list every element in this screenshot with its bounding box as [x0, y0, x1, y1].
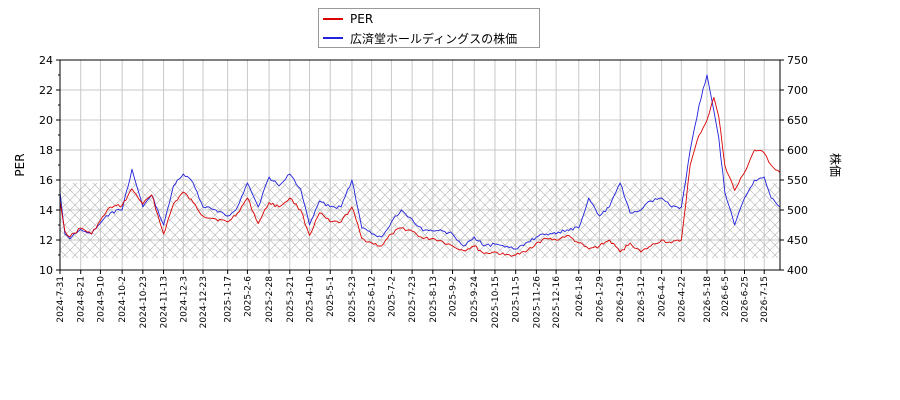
x-tick-label: 2026-2-19: [616, 276, 626, 323]
x-tick-label: 2025-5-1: [326, 276, 336, 317]
right-axis-ticks: 400 450 500 550 600 650 700 750: [780, 54, 808, 277]
series-lines: [60, 74, 780, 257]
right-tick-label: 700: [787, 84, 808, 97]
x-tick-label: 2024-12-23: [199, 276, 209, 328]
x-tick-label: 2025-3-21: [286, 276, 296, 323]
legend: PER 広済堂ホールディングスの株価: [318, 8, 540, 48]
x-tick-label: 2026-4-22: [677, 276, 687, 323]
left-tick-label: 20: [39, 114, 53, 127]
x-tick-label: 2025-11-5: [512, 276, 522, 323]
x-tick-label: 2026-1-29: [596, 276, 606, 323]
x-tick-label: 2025-1-17: [224, 276, 234, 323]
series-line-price: [60, 74, 780, 250]
x-tick-label: 2025-9-24: [470, 276, 480, 323]
x-tick-label: 2026-3-12: [637, 276, 647, 323]
right-axis-label: 株価: [828, 153, 843, 177]
x-tick-label: 2024-8-21: [77, 276, 87, 323]
x-tick-label: 2024-11-13: [160, 276, 170, 328]
x-tick-label: 2025-7-23: [408, 276, 418, 323]
left-axis-label: PER: [13, 153, 27, 176]
legend-label-per: PER: [350, 12, 374, 26]
x-tick-label: 2024-12-3: [179, 276, 189, 323]
x-tick-label: 2026-1-8: [575, 276, 585, 317]
right-tick-label: 650: [787, 114, 808, 127]
x-tick-label: 2026-4-2: [658, 276, 668, 317]
x-tick-label: 2024-10-2: [118, 276, 128, 323]
legend-swatch-per: [323, 18, 343, 20]
right-tick-label: 450: [787, 234, 808, 247]
x-tick-label: 2025-10-15: [491, 276, 501, 328]
right-tick-label: 750: [787, 54, 808, 67]
x-tick-label: 2026-6-25: [740, 276, 750, 323]
x-tick-label: 2024-10-23: [139, 276, 149, 328]
x-tick-label: 2025-5-23: [348, 276, 358, 323]
right-tick-label: 500: [787, 204, 808, 217]
x-tick-label: 2025-6-12: [368, 276, 378, 323]
legend-label-price: 広済堂ホールディングスの株価: [350, 31, 518, 46]
x-tick-label: 2026-7-15: [760, 276, 770, 323]
x-tick-label: 2026-6-5: [721, 276, 731, 317]
x-tick-label: 2025-11-26: [532, 276, 542, 329]
legend-item-price: 広済堂ホールディングスの株価: [323, 30, 517, 46]
legend-swatch-price: [323, 37, 343, 39]
x-tick-label: 2025-2-28: [265, 276, 275, 323]
right-tick-label: 550: [787, 174, 808, 187]
legend-item-per: PER: [323, 11, 373, 27]
left-tick-label: 22: [39, 84, 53, 97]
x-tick-label: 2025-7-2: [387, 276, 397, 317]
left-tick-label: 16: [39, 174, 53, 187]
x-tick-label: 2025-12-16: [552, 276, 562, 329]
right-tick-label: 600: [787, 144, 808, 157]
left-tick-label: 18: [39, 144, 53, 157]
right-tick-label: 400: [787, 264, 808, 277]
x-tick-label: 2024-9-10: [96, 276, 106, 323]
series-line-per: [60, 97, 780, 257]
left-tick-label: 14: [39, 204, 53, 217]
x-tick-label: 2024-7-31: [56, 276, 66, 323]
left-tick-label: 10: [39, 264, 53, 277]
x-tick-label: 2026-5-18: [703, 276, 713, 323]
x-tick-label: 2025-8-13: [429, 276, 439, 323]
left-tick-label: 12: [39, 234, 53, 247]
left-tick-label: 24: [39, 54, 53, 67]
x-axis-ticks: 2024-7-31 2024-8-21 2024-9-10 2024-10-2 2024…: [56, 270, 770, 328]
x-tick-label: 2025-2-6: [243, 276, 253, 317]
x-tick-label: 2025-9-2: [449, 276, 459, 317]
x-tick-label: 2025-4-10: [306, 276, 316, 323]
left-axis-ticks: 10 12 14 16 18 20 22 24: [39, 54, 60, 277]
